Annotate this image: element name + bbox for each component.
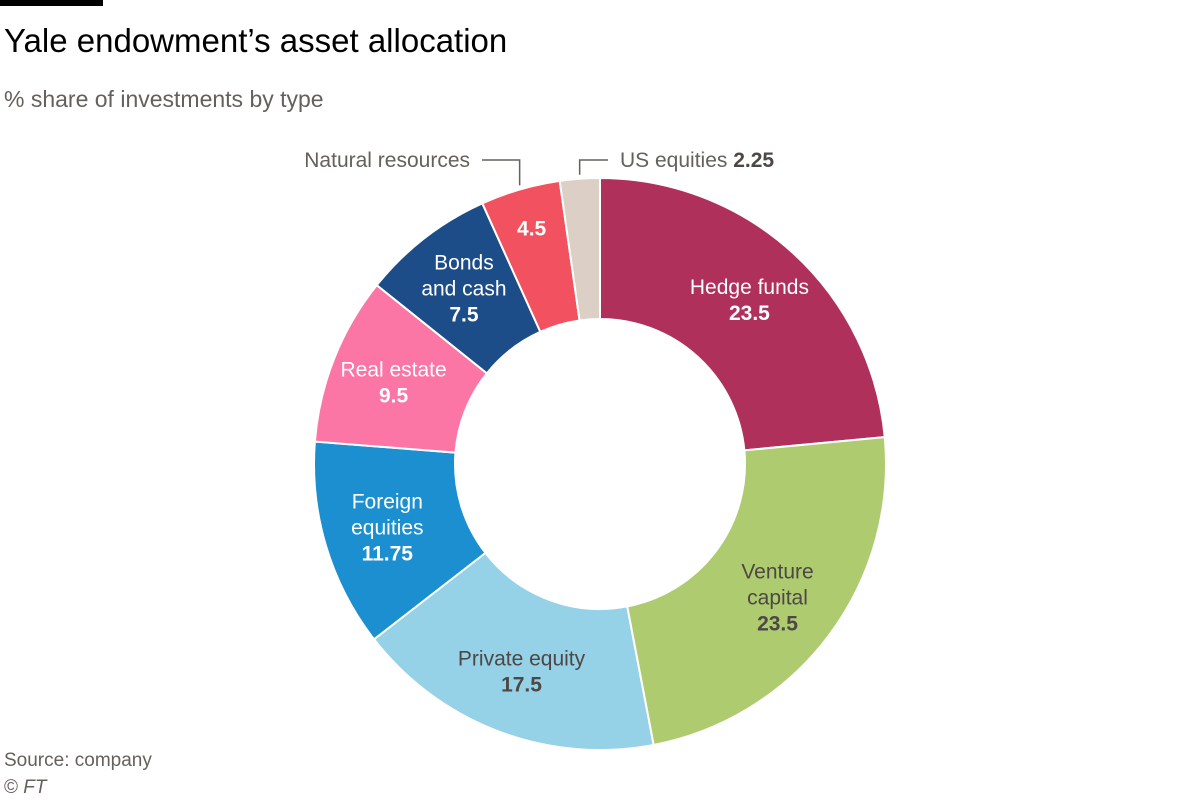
slice-venture-capital (626, 435, 887, 747)
slice-label-private-equity: Private equity (458, 648, 586, 671)
label-bonds-and-cash: Bonds and cash 7.5 (421, 252, 506, 327)
slice-label-real-estate: Real estate (340, 358, 446, 381)
callout-label-us-equities: US equities 2.25 (620, 149, 774, 172)
value-bonds-and-cash: 7.5 (449, 304, 479, 327)
slice-us-equities (558, 176, 601, 322)
credit-symbol: © (4, 777, 18, 798)
source-note: Source: company (4, 750, 152, 771)
label-private-equity: Private equity 17.5 (458, 648, 586, 697)
label-real-estate: Real estate 9.5 (340, 358, 446, 407)
credit-note: © FT (4, 777, 47, 799)
label-hedge-funds: Hedge funds 23.5 (690, 276, 809, 325)
value-hedge-funds: 23.5 (729, 302, 770, 325)
slice-label-foreign-equities: Foreign equities (351, 491, 423, 540)
chart-title: Yale endowment’s asset allocation (4, 22, 508, 59)
top-rule (0, 0, 103, 6)
callout-line-natural-resources (482, 159, 521, 186)
label-natural-resources: 4.5 (517, 218, 547, 241)
value-venture-capital: 23.5 (757, 612, 798, 635)
label-foreign-equities: Foreign equities 11.75 (351, 491, 423, 566)
callout-line-us-equities (578, 159, 608, 175)
value-real-estate: 9.5 (379, 384, 409, 407)
value-foreign-equities: 11.75 (362, 543, 414, 566)
slice-private-equity (372, 551, 655, 751)
slice-hedge-funds (599, 176, 886, 452)
credit-name: FT (23, 777, 47, 798)
slice-label-hedge-funds: Hedge funds (690, 276, 809, 299)
slice-label-bonds-and-cash: Bonds and cash (421, 252, 506, 301)
callout-label-natural-resources: Natural resources (304, 149, 470, 172)
value-natural-resources: 4.5 (517, 218, 547, 241)
chart-subtitle: % share of investments by type (4, 86, 324, 112)
label-venture-capital: Venture capital 23.5 (741, 560, 813, 635)
slice-label-venture-capital: Venture capital (741, 560, 813, 609)
value-private-equity: 17.5 (501, 674, 542, 697)
